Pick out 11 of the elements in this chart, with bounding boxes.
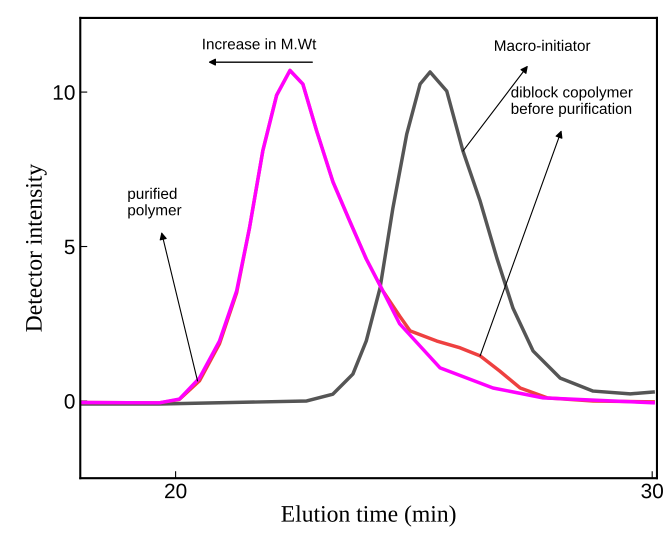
annotation: diblock copolymer before purification bbox=[511, 86, 633, 118]
y-tick-label: 10 bbox=[54, 85, 75, 100]
annotation: purified polymer bbox=[128, 188, 182, 218]
x-tick-label: 20 bbox=[165, 484, 186, 498]
y-tick-label: 5 bbox=[64, 240, 75, 254]
x-tick-label: 30 bbox=[641, 484, 663, 498]
y-tick-label: 0 bbox=[64, 394, 75, 409]
annotation: Increase in M.Wt bbox=[203, 38, 316, 50]
annotation: Macro-initiator bbox=[495, 40, 590, 52]
x-axis-title: Elution time (min) bbox=[281, 505, 456, 527]
y-axis-title: Detector intensity bbox=[26, 164, 47, 332]
